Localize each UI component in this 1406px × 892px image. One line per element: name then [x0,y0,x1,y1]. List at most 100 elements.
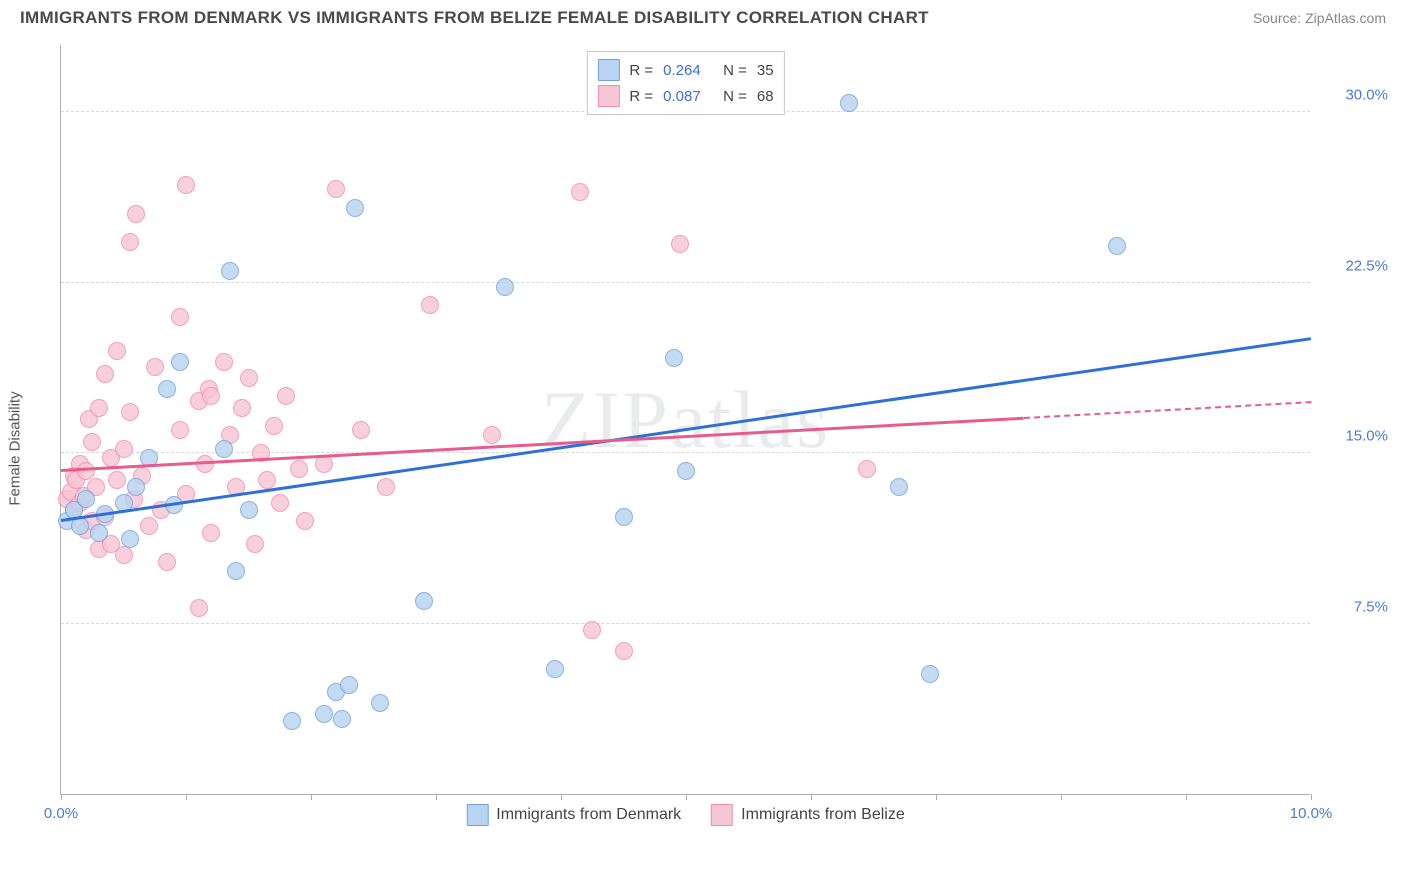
chart-title: IMMIGRANTS FROM DENMARK VS IMMIGRANTS FR… [20,8,929,28]
scatter-point [890,478,908,496]
scatter-point [171,421,189,439]
scatter-point [340,676,358,694]
scatter-point [265,417,283,435]
scatter-point [196,455,214,473]
legend-swatch [466,804,488,826]
scatter-point [77,462,95,480]
scatter-point [240,501,258,519]
legend-r-value: 0.264 [663,62,713,79]
scatter-point [202,524,220,542]
scatter-point [327,180,345,198]
scatter-point [83,433,101,451]
scatter-point [671,235,689,253]
scatter-point [315,705,333,723]
x-tick [311,794,312,800]
scatter-point [158,380,176,398]
trend-line [61,417,1024,472]
scatter-point [333,710,351,728]
scatter-point [202,387,220,405]
scatter-point [1108,237,1126,255]
legend-label: Immigrants from Denmark [496,806,681,824]
scatter-point [177,176,195,194]
scatter-point [115,546,133,564]
x-tick [186,794,187,800]
scatter-point [277,387,295,405]
x-tick [1311,794,1312,800]
scatter-point [421,296,439,314]
scatter-point [415,592,433,610]
trend-line [1023,401,1311,419]
scatter-point [146,358,164,376]
scatter-point [921,665,939,683]
trend-line [61,337,1311,521]
scatter-point [90,399,108,417]
scatter-point [108,471,126,489]
x-tick [561,794,562,800]
scatter-point [258,471,276,489]
scatter-point [215,353,233,371]
scatter-point [858,460,876,478]
scatter-point [346,199,364,217]
legend-row: R = 0.087 N = 68 [597,83,773,109]
gridline [61,623,1310,624]
legend-item: Immigrants from Denmark [466,804,681,826]
scatter-point [615,508,633,526]
scatter-point [496,278,514,296]
scatter-point [221,262,239,280]
scatter-point [677,462,695,480]
legend-swatch [597,59,619,81]
scatter-point [665,349,683,367]
scatter-point [121,233,139,251]
x-tick [686,794,687,800]
legend-n-value: 35 [757,62,774,79]
y-tick-label: 7.5% [1318,598,1388,615]
legend-swatch [711,804,733,826]
y-tick-label: 22.5% [1318,257,1388,274]
scatter-point [227,562,245,580]
legend-r-label: R = [629,88,653,105]
x-tick [811,794,812,800]
scatter-point [290,460,308,478]
legend-series: Immigrants from Denmark Immigrants from B… [466,804,905,826]
scatter-point [240,369,258,387]
y-tick-label: 30.0% [1318,87,1388,104]
scatter-point [546,660,564,678]
x-tick [1186,794,1187,800]
scatter-point [283,712,301,730]
x-tick [936,794,937,800]
scatter-point [77,490,95,508]
legend-label: Immigrants from Belize [741,806,905,824]
chart-container: Female Disability ZIPatlas 7.5%15.0%22.5… [50,45,1390,835]
scatter-point [190,599,208,617]
scatter-point [571,183,589,201]
legend-swatch [597,85,619,107]
source-label: Source: ZipAtlas.com [1253,10,1386,26]
y-tick-label: 15.0% [1318,428,1388,445]
scatter-point [615,642,633,660]
scatter-point [296,512,314,530]
plot-area: ZIPatlas 7.5%15.0%22.5%30.0%0.0%10.0%R =… [60,45,1310,795]
x-tick [1061,794,1062,800]
scatter-point [271,494,289,512]
scatter-point [840,94,858,112]
x-tick [61,794,62,800]
scatter-point [171,353,189,371]
legend-n-label: N = [723,62,747,79]
scatter-point [215,440,233,458]
legend-r-label: R = [629,62,653,79]
gridline [61,452,1310,453]
legend-row: R = 0.264 N = 35 [597,57,773,83]
scatter-point [158,553,176,571]
legend-n-label: N = [723,88,747,105]
x-tick [436,794,437,800]
legend-n-value: 68 [757,88,774,105]
scatter-point [121,403,139,421]
legend-r-value: 0.087 [663,88,713,105]
scatter-point [127,205,145,223]
scatter-point [108,342,126,360]
scatter-point [315,455,333,473]
scatter-point [171,308,189,326]
scatter-point [483,426,501,444]
scatter-point [377,478,395,496]
scatter-point [583,621,601,639]
